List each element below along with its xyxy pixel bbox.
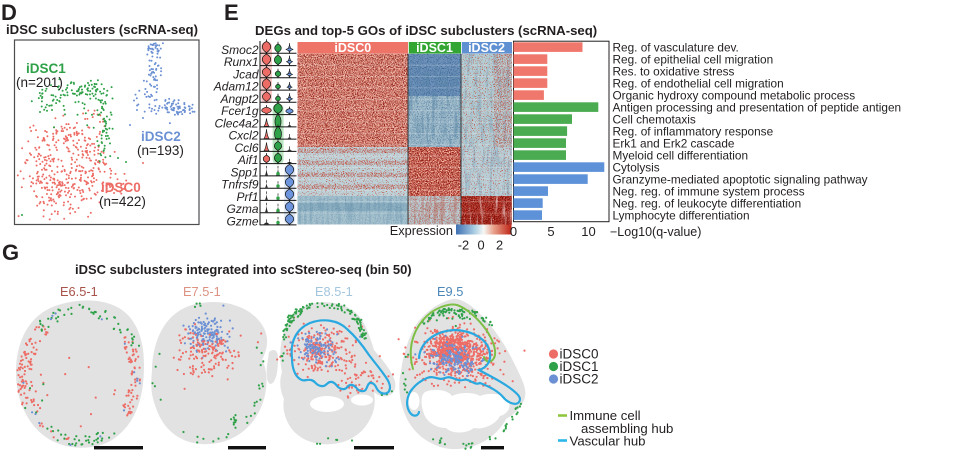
svg-text:Prf1: Prf1 bbox=[236, 190, 258, 204]
svg-text:Reg. of inflammatory response: Reg. of inflammatory response bbox=[613, 125, 774, 139]
svg-text:Ccl6: Ccl6 bbox=[234, 141, 258, 155]
svg-text:Organic hydroxy compound metab: Organic hydroxy compound metabolic proce… bbox=[613, 89, 856, 103]
svg-text:Erk1 and Erk2 cascade: Erk1 and Erk2 cascade bbox=[613, 137, 735, 151]
svg-text:-2: -2 bbox=[458, 238, 469, 253]
svg-text:iDSC2: iDSC2 bbox=[560, 372, 599, 387]
svg-text:Aif1: Aif1 bbox=[237, 153, 259, 167]
svg-text:Tnfrsf9: Tnfrsf9 bbox=[221, 178, 259, 192]
svg-text:iDSC1: iDSC1 bbox=[560, 359, 599, 374]
svg-text:Vascular hub: Vascular hub bbox=[570, 434, 646, 449]
svg-text:Neg. reg. of immune system pro: Neg. reg. of immune system process bbox=[613, 185, 805, 199]
svg-text:10: 10 bbox=[581, 224, 595, 239]
svg-text:0: 0 bbox=[477, 238, 484, 253]
svg-text:Reg. of vasculature dev.: Reg. of vasculature dev. bbox=[613, 41, 739, 55]
svg-text:E7.5-1: E7.5-1 bbox=[183, 284, 221, 299]
svg-text:2: 2 bbox=[496, 238, 503, 253]
svg-text:Gzma: Gzma bbox=[226, 202, 258, 216]
svg-text:(n=201): (n=201) bbox=[16, 75, 63, 90]
svg-text:Gzme: Gzme bbox=[226, 214, 258, 228]
svg-text:Fcer1g: Fcer1g bbox=[221, 104, 259, 118]
svg-text:Runx1: Runx1 bbox=[224, 55, 259, 69]
svg-text:Antigen processing and present: Antigen processing and presentation of p… bbox=[613, 101, 902, 115]
svg-text:E8.5-1: E8.5-1 bbox=[315, 284, 353, 299]
svg-text:iDSC1: iDSC1 bbox=[26, 61, 66, 76]
svg-text:Immune cell: Immune cell bbox=[570, 408, 641, 423]
svg-text:Cytolysis: Cytolysis bbox=[613, 161, 660, 175]
svg-text:D: D bbox=[1, 0, 17, 25]
svg-text:Granzyme-mediated apoptotic si: Granzyme-mediated apoptotic signaling pa… bbox=[613, 173, 868, 187]
svg-text:DEGs and top-5 GOs of iDSC sub: DEGs and top-5 GOs of iDSC subclusters (… bbox=[255, 23, 597, 38]
svg-text:Myeloid cell differentiation: Myeloid cell differentiation bbox=[613, 149, 749, 163]
svg-text:Spp1: Spp1 bbox=[230, 165, 258, 179]
svg-text:Expression: Expression bbox=[390, 223, 453, 238]
svg-text:E: E bbox=[224, 0, 239, 25]
svg-text:Angpt2: Angpt2 bbox=[219, 92, 258, 106]
svg-text:(n=193): (n=193) bbox=[137, 143, 184, 158]
svg-text:Reg. of epithelial cell migrat: Reg. of epithelial cell migration bbox=[613, 53, 774, 67]
svg-text:Cxcl2: Cxcl2 bbox=[228, 129, 258, 143]
svg-text:Jcad: Jcad bbox=[232, 67, 259, 81]
svg-text:iDSC subclusters (scRNA-seq): iDSC subclusters (scRNA-seq) bbox=[6, 22, 198, 37]
svg-text:(n=422): (n=422) bbox=[99, 194, 146, 209]
svg-text:E9.5: E9.5 bbox=[437, 284, 463, 299]
svg-text:iDSC0: iDSC0 bbox=[560, 347, 599, 362]
svg-text:−Log10(q-value): −Log10(q-value) bbox=[610, 225, 701, 239]
svg-text:G: G bbox=[2, 240, 19, 265]
svg-text:Res. to oxidative stress: Res. to oxidative stress bbox=[613, 65, 735, 79]
svg-text:assembling hub: assembling hub bbox=[581, 421, 673, 436]
svg-text:E6.5-1: E6.5-1 bbox=[60, 284, 98, 299]
svg-text:Lymphocyte differentiation: Lymphocyte differentiation bbox=[613, 209, 750, 223]
svg-text:Neg. reg. of leukocyte differe: Neg. reg. of leukocyte differentiation bbox=[613, 197, 802, 211]
svg-text:Clec4a2: Clec4a2 bbox=[214, 116, 258, 130]
svg-text:Smoc2: Smoc2 bbox=[221, 43, 259, 57]
svg-text:5: 5 bbox=[547, 224, 554, 239]
svg-text:Cell chemotaxis: Cell chemotaxis bbox=[613, 113, 696, 127]
svg-text:Reg. of endothelial cell migra: Reg. of endothelial cell migration bbox=[613, 77, 784, 91]
svg-text:iDSC subclusters integrated in: iDSC subclusters integrated into scStere… bbox=[75, 262, 412, 277]
svg-text:iDSC2: iDSC2 bbox=[141, 129, 181, 144]
svg-text:iDSC0: iDSC0 bbox=[101, 180, 141, 195]
svg-text:iDSC1: iDSC1 bbox=[416, 41, 453, 55]
svg-text:0: 0 bbox=[510, 224, 517, 239]
svg-text:iDSC0: iDSC0 bbox=[334, 41, 371, 55]
svg-text:Adam12: Adam12 bbox=[213, 80, 259, 94]
svg-text:iDSC2: iDSC2 bbox=[468, 41, 505, 55]
